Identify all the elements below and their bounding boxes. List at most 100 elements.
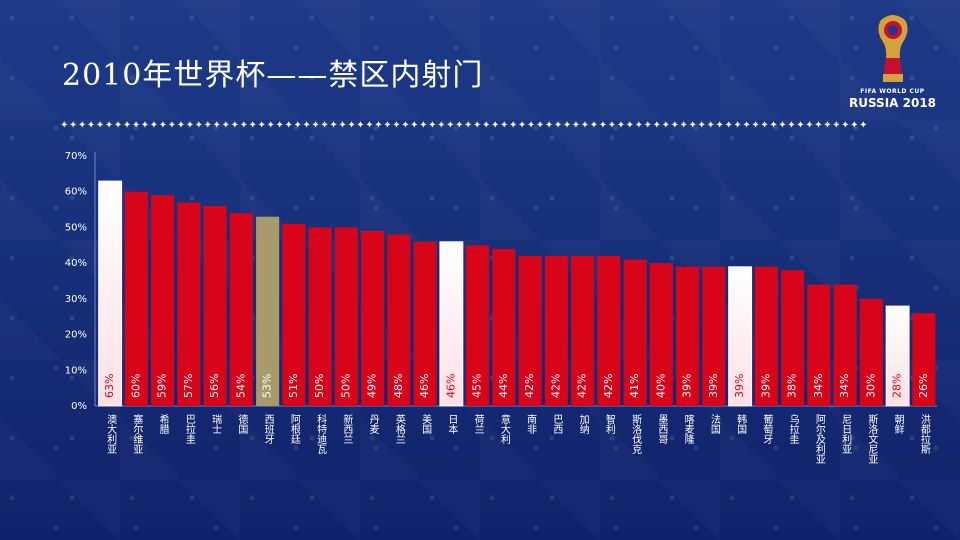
data-label: 42% [549, 374, 562, 398]
x-tick-label: 智利 [603, 413, 615, 434]
data-label: 42% [523, 374, 536, 398]
bar [518, 256, 542, 406]
bar [439, 241, 464, 407]
bar [387, 234, 411, 406]
data-label: 26% [917, 374, 930, 398]
x-tick-label: 乌拉圭 [787, 413, 799, 444]
data-label: 46% [418, 374, 431, 398]
data-label: 45% [471, 374, 484, 398]
data-label: 34% [812, 374, 825, 398]
world-cup-logo: FIFA WORLD CUP RUSSIA 2018 [845, 14, 940, 114]
bar [334, 227, 358, 406]
x-tick-label: 喀麦隆 [682, 413, 694, 444]
x-tick-label: 加纳 [577, 414, 589, 435]
bar [885, 305, 910, 407]
y-tick-label: 40% [65, 258, 87, 269]
data-label: 60% [129, 374, 142, 398]
bar [308, 227, 332, 406]
data-label: 57% [182, 374, 195, 398]
data-label: 56% [208, 374, 221, 398]
data-label: 39% [707, 374, 720, 398]
bar [413, 241, 437, 406]
bar [256, 216, 280, 406]
bar [282, 223, 306, 406]
x-tick-label: 德国 [236, 413, 248, 435]
x-tick-label: 新西兰 [341, 413, 353, 444]
logo-wordmark: RUSSIA 2018 [848, 96, 937, 110]
data-label: 44% [497, 374, 510, 398]
x-tick-label: 荷兰 [472, 414, 484, 434]
x-tick-label: 西班牙 [262, 414, 274, 445]
bar [544, 256, 568, 406]
logo-caption: FIFA WORLD CUP [860, 88, 925, 95]
bar [571, 256, 595, 406]
bar [781, 270, 805, 406]
bar [754, 266, 778, 406]
x-tick-label: 南非 [525, 413, 537, 435]
page-title: 2010年世界杯——禁区内射门 [62, 58, 484, 93]
bar [912, 313, 936, 406]
x-tick-label: 阿根廷 [288, 414, 300, 445]
data-label: 50% [339, 374, 352, 398]
bar [702, 266, 726, 406]
data-label: 49% [366, 374, 379, 398]
x-tick-label: 阿尔及利亚 [813, 414, 825, 464]
star-divider: ✦✦✦✦✦✦✦✦✦✦✦✦✦✦✦✦✦✦✦✦✦✦✦✦✦✦✦✦✦✦✦✦✦✦✦✦✦✦✦✦… [60, 121, 869, 131]
x-tick-label: 巴西 [551, 414, 563, 434]
data-label: 28% [891, 374, 904, 398]
bar [151, 195, 175, 406]
bar [492, 248, 516, 406]
bar [807, 284, 831, 406]
x-tick-label: 塞尔维亚 [131, 413, 143, 454]
x-tick-label: 洪都拉斯 [918, 414, 930, 455]
y-tick-label: 0% [71, 401, 87, 412]
bar [623, 259, 647, 406]
data-label: 53% [261, 374, 274, 398]
bar [203, 206, 227, 406]
x-tick-label: 澳大利亚 [105, 413, 117, 454]
x-tick-label: 斯洛伐克 [630, 413, 642, 455]
x-tick-label: 葡萄牙 [761, 413, 773, 445]
x-tick-label: 美国 [420, 413, 432, 435]
bar [466, 245, 490, 406]
bar [833, 284, 857, 406]
x-tick-label: 韩国 [735, 413, 747, 435]
data-label: 41% [628, 374, 641, 398]
bar [649, 263, 673, 406]
bar [124, 191, 148, 406]
bar [859, 298, 883, 406]
bar [676, 266, 700, 406]
x-tick-label: 尼日利亚 [840, 414, 852, 454]
data-label: 63% [103, 374, 116, 398]
y-tick-label: 10% [65, 365, 87, 376]
x-tick-label: 朝鲜 [892, 414, 904, 435]
data-label: 40% [654, 374, 667, 398]
x-tick-label: 墨西哥 [656, 414, 668, 444]
data-label: 54% [234, 374, 247, 398]
data-label: 42% [576, 374, 589, 398]
bar [98, 180, 123, 407]
y-tick-label: 50% [65, 222, 87, 233]
data-label: 46% [444, 374, 457, 398]
x-tick-label: 丹麦 [367, 414, 379, 435]
y-tick-label: 70% [65, 151, 87, 162]
data-label: 39% [681, 374, 694, 398]
data-label: 48% [392, 374, 405, 398]
trophy-emblem-icon [878, 15, 908, 82]
data-label: 42% [602, 374, 615, 398]
bar [177, 202, 201, 406]
bar [728, 266, 753, 407]
bar [597, 256, 621, 406]
x-tick-label: 瑞士 [210, 414, 222, 434]
data-label: 38% [786, 374, 799, 398]
y-tick-label: 20% [65, 330, 87, 341]
bar [229, 213, 253, 406]
data-label: 30% [864, 374, 877, 398]
data-label: 39% [733, 374, 746, 398]
x-tick-label: 日本 [446, 414, 458, 435]
data-label: 50% [313, 374, 326, 398]
x-tick-label: 希腊 [157, 413, 169, 435]
y-tick-label: 60% [65, 187, 87, 198]
y-tick-label: 30% [65, 294, 87, 305]
